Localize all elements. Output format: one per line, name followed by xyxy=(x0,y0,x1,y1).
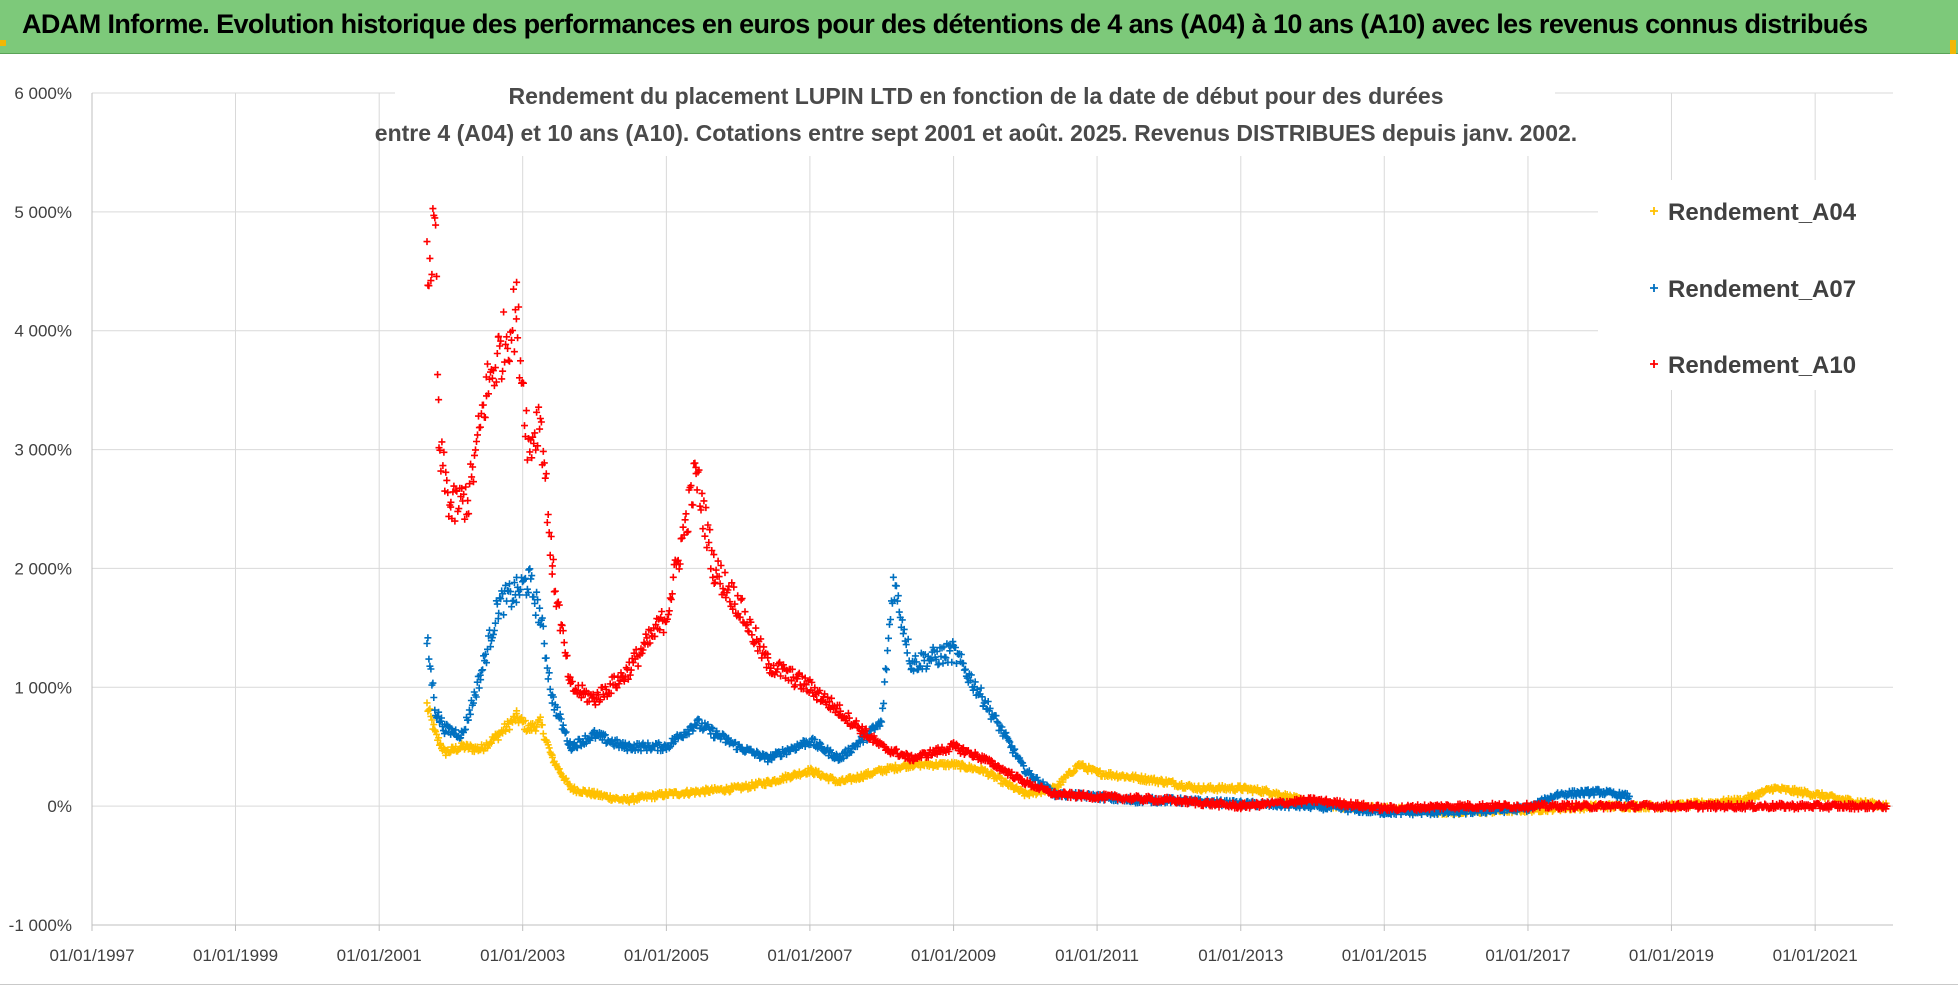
y-tick-label: -1 000% xyxy=(9,916,72,935)
y-tick-label: 0% xyxy=(47,797,72,816)
y-tick-label: 5 000% xyxy=(14,203,72,222)
x-tick-label: 01/01/2013 xyxy=(1198,946,1283,965)
legend: Rendement_A04 Rendement_A07 Rendement_A10 xyxy=(1598,180,1918,390)
x-tick-label: 01/01/2001 xyxy=(337,946,422,965)
corner-mark-top-right xyxy=(1950,40,1956,58)
series-Rendement_A10 xyxy=(423,205,1891,815)
legend-label: Rendement_A10 xyxy=(1668,352,1856,379)
x-tick-label: 01/01/2021 xyxy=(1773,946,1858,965)
x-tick-label: 01/01/1997 xyxy=(49,946,134,965)
title-backdrop xyxy=(395,76,1555,156)
legend-label: Rendement_A07 xyxy=(1668,276,1856,303)
y-tick-label: 2 000% xyxy=(14,559,72,578)
corner-mark-top-left xyxy=(0,40,6,46)
chart: -1 000% 0% 1 000% 2 000% 3 000% 4 000% 5 000% 6… xyxy=(0,54,1958,984)
legend-marker xyxy=(1650,284,1658,292)
y-tick-label: 1 000% xyxy=(14,678,72,697)
chart-title-line-1: Rendement du placement LUPIN LTD en fonc… xyxy=(508,83,1443,109)
legend-marker xyxy=(1650,360,1658,368)
header-banner: ADAM Informe. Evolution historique des p… xyxy=(0,0,1958,54)
x-tick-label: 01/01/1999 xyxy=(193,946,278,965)
x-tick-label: 01/01/2007 xyxy=(767,946,852,965)
legend-box xyxy=(1598,180,1918,390)
x-tick-label: 01/01/2003 xyxy=(480,946,565,965)
legend-label: Rendement_A04 xyxy=(1668,199,1857,226)
legend-item-Rendement_A10: Rendement_A10 xyxy=(1650,352,1856,379)
series-markers xyxy=(423,205,1891,819)
legend-item-Rendement_A07: Rendement_A07 xyxy=(1650,276,1856,303)
series-markers-path xyxy=(423,205,1891,815)
x-tick-label: 01/01/2017 xyxy=(1485,946,1570,965)
x-tick-label: 01/01/2005 xyxy=(624,946,709,965)
y-tick-label: 6 000% xyxy=(14,84,72,103)
x-tick-label: 01/01/2015 xyxy=(1342,946,1427,965)
y-tick-label: 4 000% xyxy=(14,322,72,341)
x-tick-label: 01/01/2009 xyxy=(911,946,996,965)
header-title: ADAM Informe. Evolution historique des p… xyxy=(22,9,1868,39)
axes: -1 000% 0% 1 000% 2 000% 3 000% 4 000% 5 000% 6… xyxy=(9,84,1893,965)
chart-title-line-2: entre 4 (A04) et 10 ans (A10). Cotations… xyxy=(375,120,1577,146)
y-tick-label: 3 000% xyxy=(14,441,72,460)
x-tick-label: 01/01/2019 xyxy=(1629,946,1714,965)
legend-item-Rendement_A04: Rendement_A04 xyxy=(1650,199,1857,226)
legend-marker xyxy=(1650,207,1658,215)
x-tick-label: 01/01/2011 xyxy=(1055,946,1139,965)
